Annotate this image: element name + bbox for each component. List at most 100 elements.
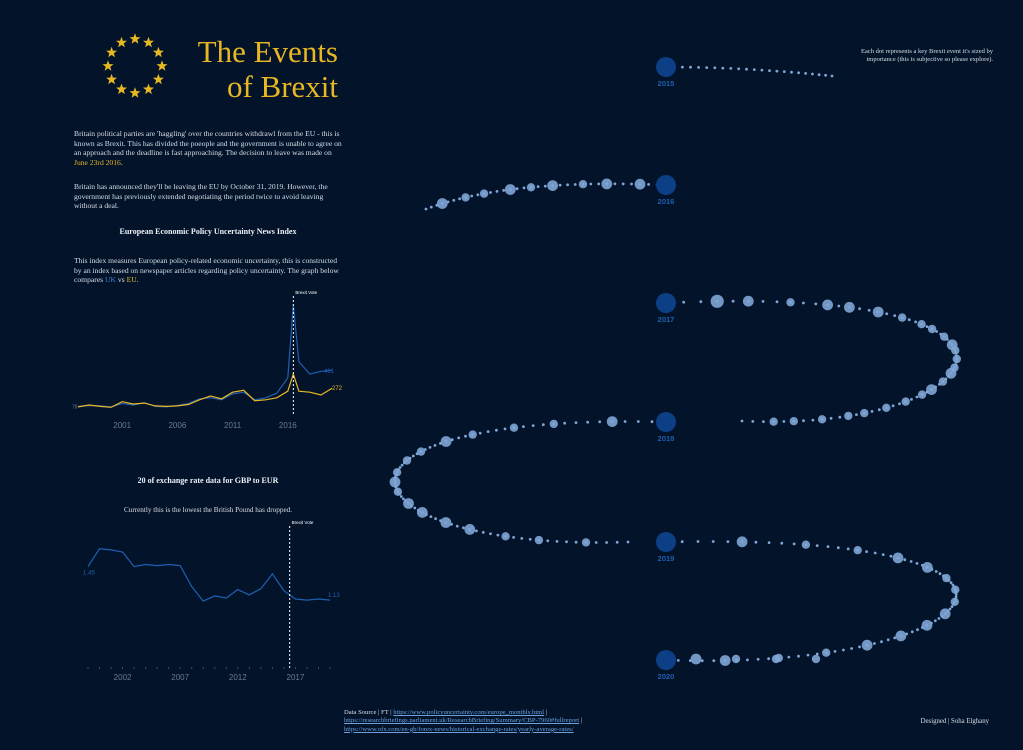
event-dot (403, 498, 414, 509)
timeline-path-dot (949, 581, 953, 585)
timeline-path-dot (907, 318, 911, 322)
star-icon (143, 36, 154, 48)
event-dot (731, 654, 741, 664)
timeline-path-dot (496, 533, 500, 537)
source-link-policyuncertainty[interactable]: https://www.policyuncertainty.com/europe… (393, 709, 545, 716)
axis-tick-mark (283, 667, 285, 669)
end-label: 1.13 (328, 593, 340, 599)
title-line-1: The Events (197, 34, 338, 69)
star-icon (116, 83, 127, 95)
axis-tick-mark (191, 667, 193, 669)
event-dot (922, 562, 933, 573)
timeline-path-dot (909, 560, 913, 563)
event-dot (892, 552, 904, 564)
year-marker-2018 (656, 412, 676, 432)
timeline-path-dot (855, 413, 858, 416)
timeline-path-dot (914, 320, 917, 324)
event-dot (917, 320, 926, 329)
axis-tick-mark (294, 667, 297, 669)
event-dot (440, 436, 452, 447)
timeline-path-dot (457, 436, 461, 440)
event-dot (440, 517, 452, 528)
uncertainty-description: This index measures European policy-rela… (74, 256, 342, 285)
data-source: Data Source | FT | https://www.policyunc… (344, 709, 664, 734)
timeline-path-dot (450, 438, 454, 442)
timeline-path-dot (889, 554, 893, 558)
timeline-path-dot (699, 300, 703, 304)
timeline-path-dot (782, 70, 786, 73)
timeline-path-dot (767, 657, 770, 661)
timeline-path-dot (700, 659, 704, 663)
timeline-path-dot (597, 182, 601, 186)
timeline-path-dot (731, 299, 735, 303)
event-dot (464, 524, 476, 535)
timeline-path-dot (531, 424, 535, 427)
timeline-path-dot (574, 540, 578, 544)
event-dot (822, 648, 831, 657)
event-dot (769, 417, 778, 426)
event-dot (736, 536, 748, 548)
timeline-path-dot (814, 302, 818, 306)
year-label-2018: 2018 (658, 434, 675, 443)
timeline-path-dot (886, 638, 890, 642)
axis-tick-mark (179, 667, 181, 669)
timeline-path-dot (950, 605, 954, 608)
timeline-path-dot (489, 191, 492, 194)
star-icon (152, 46, 164, 58)
title-line-2: of Brexit (226, 69, 338, 104)
year-marker-2015 (656, 57, 676, 77)
event-dot (468, 430, 477, 439)
intro-paragraph-2: Britain has announced they'll be leaving… (74, 182, 328, 211)
timeline-path-dot (873, 642, 876, 645)
source-prefix: Data Source | FT | (344, 709, 392, 716)
timeline-path-dot (623, 420, 627, 423)
timeline-path-dot (767, 541, 771, 544)
x-tick-label: 2002 (114, 673, 132, 682)
source-link-parliament[interactable]: https://researchbriefings.parliament.uk/… (344, 717, 580, 725)
timeline-path-dot (797, 654, 800, 658)
timeline-path-dot (873, 551, 877, 555)
timeline-path-dot (850, 647, 853, 650)
event-dot (801, 540, 811, 549)
timeline-path-dot (833, 650, 837, 653)
timeline-path-dot (768, 69, 771, 72)
timeline-path-dot (712, 659, 716, 663)
year-label-2015: 2015 (658, 79, 675, 88)
source-separator: | (545, 709, 548, 716)
axis-tick-mark (87, 667, 89, 669)
event-dot (861, 639, 873, 651)
timeline-path-dot (811, 72, 814, 76)
event-dot (942, 573, 951, 583)
timeline-path-dot (826, 545, 830, 548)
timeline-path-dot (458, 197, 461, 201)
source-link-ofx[interactable]: https://www.ofx.com/en-gb/forex-news/his… (344, 725, 574, 733)
year-marker-2016 (656, 175, 676, 195)
end-label-eu: 272 (332, 386, 343, 392)
timeline-path-dot (837, 304, 841, 308)
timeline-path-dot (566, 183, 569, 187)
event-dot (940, 332, 949, 341)
year-marker-2020 (656, 650, 676, 670)
series-line-gbp-to-eur (87, 548, 331, 602)
axis-tick-mark (121, 667, 124, 669)
intro-text: Britain political parties are 'haggling'… (74, 129, 342, 158)
timeline-path-dot (650, 420, 654, 424)
event-dot (534, 535, 544, 545)
timeline-path-dot (751, 420, 755, 423)
axis-tick-mark (214, 667, 216, 669)
series-line-uk (77, 304, 333, 408)
timeline-path-dot (756, 657, 760, 661)
timeline-path-dot (898, 402, 901, 406)
timeline-path-dot (563, 421, 567, 425)
timeline-path-dot (428, 446, 432, 449)
timeline-path-dot (676, 659, 680, 662)
timeline-path-dot (775, 69, 779, 73)
event-dot (771, 654, 781, 664)
timeline-path-dot (476, 193, 480, 197)
event-dot (719, 655, 731, 666)
end-label-uk: 461 (324, 369, 335, 375)
event-dot (927, 324, 937, 334)
timeline-path-dot (804, 72, 807, 75)
timeline-path-dot (630, 182, 633, 186)
year-label-2017: 2017 (658, 315, 675, 324)
